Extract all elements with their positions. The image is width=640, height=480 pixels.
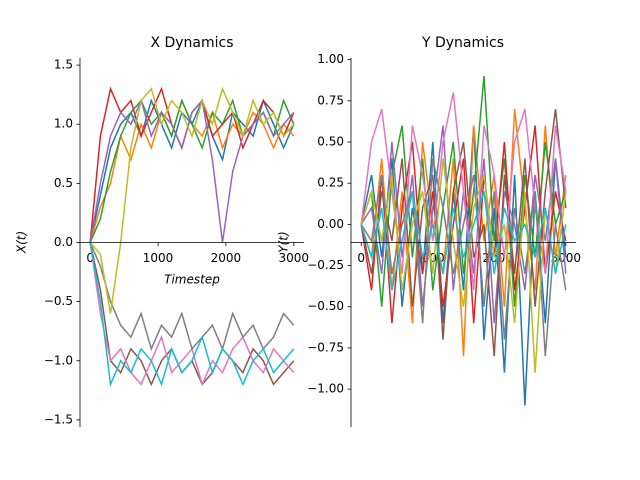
x-axis-label: Timestep [164,273,220,287]
y-tick-label: 1.0 [54,117,73,131]
x-tick-label: 0 [86,251,94,265]
x-tick-label: 1000 [143,251,174,265]
chart-title: Y Dynamics [421,35,504,51]
y-tick-label: −1.5 [44,412,73,426]
y-tick-label: −0.75 [307,340,344,354]
y-tick-label: −0.50 [307,299,344,313]
series-line [89,86,295,314]
x-tick-label: 3000 [279,251,310,265]
y-axis-label: Y(t) [277,231,291,252]
y-tick-label: 1.00 [317,52,344,66]
chart-title: X Dynamics [150,35,233,51]
y-tick-label: −0.5 [44,294,73,308]
series-line [89,242,295,352]
y-tick-label: 0.00 [317,217,344,231]
y-tick-label: 0.5 [54,176,73,190]
y-tick-label: 0.75 [317,93,344,107]
x-tick-label: 0 [357,251,365,265]
y-tick-label: 0.25 [317,176,344,190]
series-line [360,76,567,307]
y-tick-label: −1.00 [307,382,344,396]
y-tick-label: 0.0 [54,235,73,249]
y-tick-label: 1.5 [54,58,73,72]
y-tick-label: 0.50 [317,135,344,149]
series-line [360,158,567,357]
y-axis-label: X(t) [15,231,29,254]
x-tick-label: 2000 [211,251,242,265]
y-tick-label: −0.25 [307,258,344,272]
series-line [360,158,567,373]
series-line [360,191,567,291]
series-line [89,242,295,388]
series-line [360,125,567,324]
y-tick-label: −1.0 [44,353,73,367]
